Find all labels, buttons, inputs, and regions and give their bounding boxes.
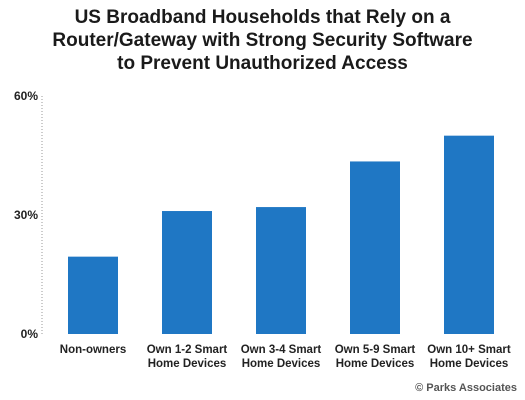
x-category-label: Own 3-4 Smart Home Devices (241, 344, 322, 370)
x-category-label: Own 10+ Smart Home Devices (427, 344, 511, 370)
bar (444, 135, 494, 334)
y-tick-label: 30% (14, 208, 38, 222)
bar (350, 161, 400, 334)
x-category-label: Own 5-9 Smart Home Devices (335, 344, 416, 370)
y-tick-label: 0% (21, 327, 39, 341)
bar (68, 256, 118, 334)
x-category-label: Own 1-2 Smart Home Devices (147, 344, 228, 370)
chart-title-line-3: to Prevent Unauthorized Access (117, 53, 408, 74)
x-category-label: Non-owners (60, 344, 126, 356)
chart-title-line-2: Router/Gateway with Strong Security Soft… (52, 30, 473, 51)
chart-title-line-1: US Broadband Households that Rely on a (74, 7, 451, 28)
bar (162, 211, 212, 334)
x-axis-labels: Non-owners Own 1-2 Smart Home Devices Own 3… (60, 344, 511, 370)
y-tick-label: 60% (14, 89, 38, 103)
chart-title: US Broadband Households that Rely on a R… (0, 6, 525, 75)
bar (256, 207, 306, 334)
y-axis: 0% 30% 60% (14, 89, 43, 341)
source-credit: © Parks Associates (415, 382, 517, 394)
bars (68, 135, 494, 334)
